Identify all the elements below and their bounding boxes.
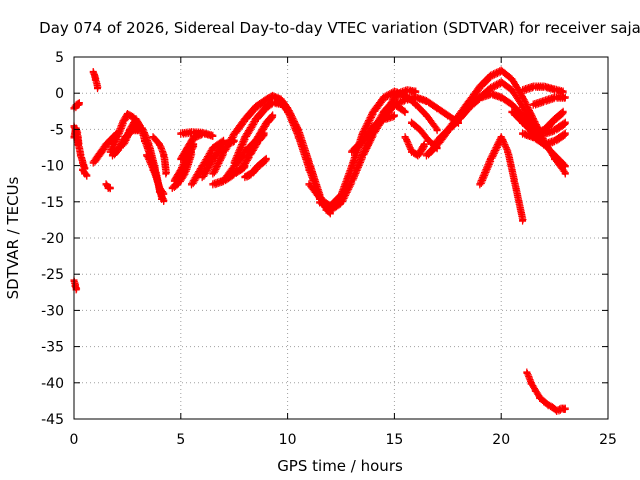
data-point [402, 134, 410, 142]
x-axis-label: GPS time / hours [277, 457, 403, 475]
data-point [561, 163, 569, 171]
data-point [148, 162, 156, 170]
data-point [499, 137, 507, 145]
data-point [292, 128, 300, 136]
data-point [420, 141, 428, 149]
data-point [140, 127, 148, 135]
data-point [286, 114, 294, 122]
data-point [526, 376, 534, 384]
data-point [291, 125, 299, 133]
data-point [561, 170, 569, 178]
data-point [561, 94, 569, 102]
y-tick-label: 5 [55, 50, 64, 66]
data-point [106, 185, 114, 193]
data-point [146, 159, 154, 167]
data-point [288, 117, 296, 125]
data-point [147, 160, 155, 168]
data-point [74, 141, 82, 149]
x-tick-label: 0 [70, 432, 79, 448]
data-point [561, 119, 569, 127]
data-point [145, 157, 153, 165]
y-tick-label: -40 [41, 376, 64, 392]
x-tick-label: 10 [279, 432, 297, 448]
data-point [141, 130, 149, 138]
x-tick-label: 5 [176, 432, 185, 448]
data-point [93, 85, 101, 93]
data-point [157, 145, 165, 153]
data-point [405, 141, 413, 149]
y-tick-label: -35 [41, 340, 64, 356]
data-point [140, 129, 148, 137]
data-point [269, 112, 277, 120]
data-point [525, 374, 533, 382]
tick-labels: 0 5 10 15 20 25 5 0 -5 -10 -15 -20 -25 -30 -35 -40 -45 [41, 50, 617, 448]
data-point [502, 144, 510, 152]
data-point [401, 109, 409, 116]
data-point [262, 156, 270, 164]
data-point [156, 141, 164, 149]
data-point [145, 156, 153, 164]
data-point [157, 143, 165, 151]
data-point [292, 126, 300, 134]
data-point [285, 110, 293, 118]
data-point [498, 134, 506, 142]
data-point [160, 190, 168, 198]
data-point [288, 118, 296, 126]
data-point [293, 129, 301, 137]
data-point [75, 100, 83, 108]
x-tick-label: 20 [492, 432, 510, 448]
y-axis-label: SDTVAR / TECUs [4, 176, 22, 299]
data-point [158, 148, 166, 156]
plot-frame [73, 56, 609, 420]
y-tick-label: -20 [41, 231, 64, 247]
data-point [209, 132, 217, 140]
data-point [500, 139, 508, 147]
data-point [290, 122, 298, 130]
data-point [559, 109, 567, 116]
y-tick-label: -30 [41, 303, 64, 319]
data-point [403, 137, 411, 145]
y-tick-label: -10 [41, 159, 64, 175]
data-point [525, 373, 533, 381]
data-point [162, 170, 170, 178]
data-point [290, 123, 298, 131]
y-tick-label: -45 [41, 412, 64, 428]
data-point [289, 120, 297, 128]
data-point [403, 136, 411, 144]
data-point [561, 405, 569, 413]
data-point [143, 152, 151, 160]
data-point [158, 195, 166, 203]
y-tick-label: -5 [50, 122, 64, 138]
x-tick-label: 15 [385, 432, 403, 448]
data-point [404, 139, 412, 147]
data-point [499, 136, 507, 144]
data-point [519, 217, 527, 225]
data-point [523, 369, 531, 377]
chart-title: Day 074 of 2026, Sidereal Day-to-day VTE… [39, 19, 640, 37]
data-point [139, 126, 147, 134]
data-point [501, 142, 509, 150]
data-point [433, 127, 441, 135]
data-point [524, 371, 532, 379]
data-point [501, 141, 509, 149]
data-point [83, 172, 91, 180]
y-tick-label: -15 [41, 195, 64, 211]
data-point [142, 132, 150, 140]
data-point [405, 142, 413, 150]
data-point [561, 130, 569, 138]
data-point [144, 154, 152, 162]
y-tick-label: 0 [55, 86, 64, 102]
data-point [390, 112, 398, 120]
data-point [286, 112, 294, 120]
y-tick-label: -25 [41, 267, 64, 283]
data-point [158, 146, 166, 154]
data-point [287, 115, 295, 123]
data-points [70, 66, 569, 416]
data-point [284, 109, 292, 117]
data-point [412, 88, 420, 96]
x-tick-label: 25 [599, 432, 617, 448]
data-point [406, 144, 414, 152]
